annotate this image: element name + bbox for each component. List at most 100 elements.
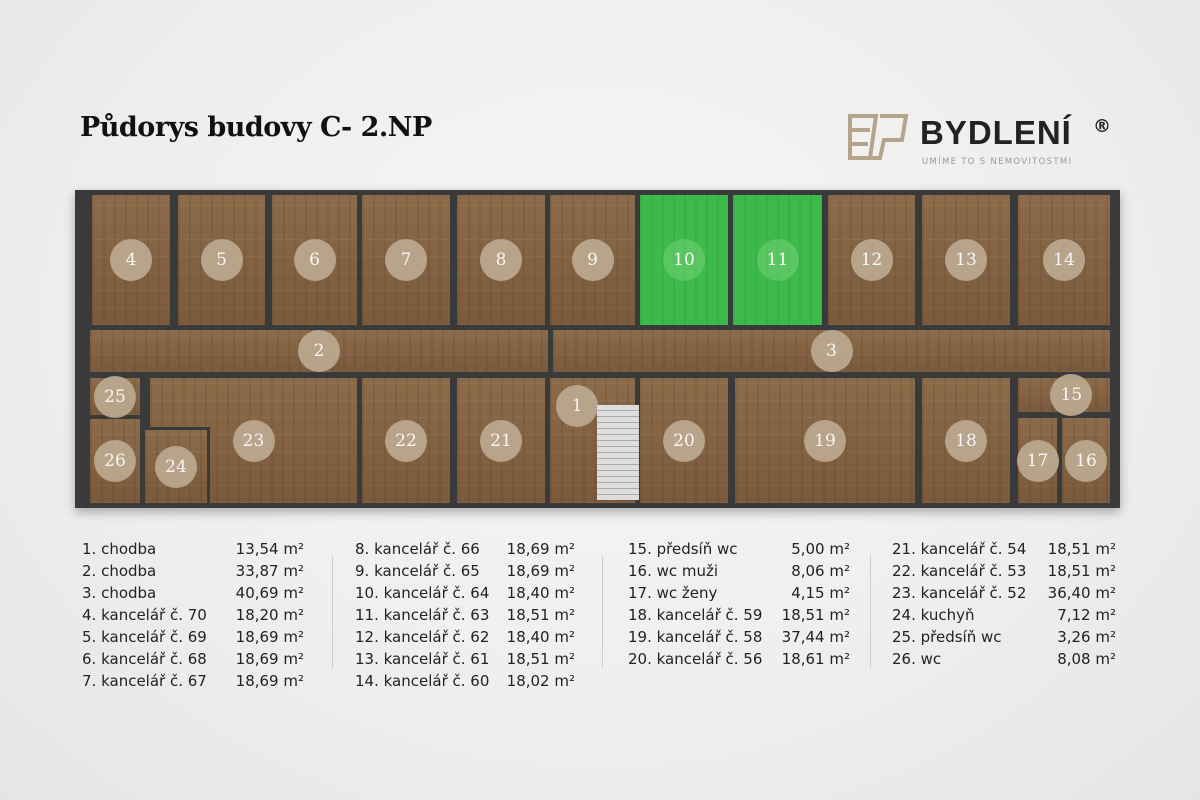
room-16[interactable]: 16 (1062, 418, 1110, 503)
room-label: 10 (663, 239, 705, 281)
room-10-highlighted[interactable]: 10 (640, 195, 728, 325)
legend-item: 13. kancelář č. 61 18,51 m² (355, 648, 575, 670)
room-name: 17. wc ženy (628, 584, 718, 602)
room-14[interactable]: 14 (1018, 195, 1110, 325)
room-area: 4,15 m² (791, 584, 850, 602)
room-2-corridor[interactable]: 2 (90, 330, 548, 372)
room-area: 7,12 m² (1057, 606, 1116, 624)
legend-item: 19. kancelář č. 58 37,44 m² (628, 626, 850, 648)
room-17[interactable]: 17 (1016, 418, 1059, 503)
room-name: 25. předsíň wc (892, 628, 1002, 646)
room-area: 18,51 m² (506, 650, 575, 668)
room-name: 2. chodba (82, 562, 157, 580)
legend-item: 2. chodba 33,87 m² (82, 560, 304, 582)
room-name: 23. kancelář č. 52 (892, 584, 1027, 602)
room-7[interactable]: 7 (362, 195, 450, 325)
room-26[interactable]: 26 (90, 419, 140, 503)
room-name: 13. kancelář č. 61 (355, 650, 490, 668)
room-area: 18,40 m² (506, 584, 575, 602)
room-21[interactable]: 21 (457, 378, 545, 503)
legend-divider (870, 556, 871, 668)
room-name: 19. kancelář č. 58 (628, 628, 763, 646)
room-area: 18,51 m² (781, 606, 850, 624)
room-6[interactable]: 6 (272, 195, 357, 325)
room-area: 18,69 m² (235, 650, 304, 668)
room-3-corridor[interactable]: 3 (553, 330, 1110, 372)
room-9[interactable]: 9 (550, 195, 635, 325)
room-label: 17 (1016, 439, 1059, 482)
room-area: 13,54 m² (235, 540, 304, 558)
room-name: 20. kancelář č. 56 (628, 650, 763, 668)
room-label: 4 (110, 239, 152, 281)
room-label: 16 (1065, 439, 1107, 482)
legend-item: 4. kancelář č. 70 18,20 m² (82, 604, 304, 626)
room-label: 11 (756, 239, 799, 281)
room-13[interactable]: 13 (922, 195, 1010, 325)
legend-item: 9. kancelář č. 65 18,69 m² (355, 560, 575, 582)
legend-item: 17. wc ženy 4,15 m² (628, 582, 850, 604)
room-area: 18,69 m² (235, 672, 304, 690)
room-20[interactable]: 20 (640, 378, 728, 503)
room-area: 18,40 m² (506, 628, 575, 646)
room-name: 1. chodba (82, 540, 157, 558)
room-label: 8 (480, 239, 522, 281)
room-name: 8. kancelář č. 66 (355, 540, 480, 558)
floor-plan: 4 5 6 7 8 9 10 11 12 13 14 2 3 25 26 23 … (75, 190, 1120, 508)
room-area: 18,02 m² (506, 672, 575, 690)
legend-item: 20. kancelář č. 56 18,61 m² (628, 648, 850, 670)
legend-item: 21. kancelář č. 54 18,51 m² (892, 538, 1116, 560)
legend-item: 24. kuchyň 7,12 m² (892, 604, 1116, 626)
room-area: 33,87 m² (235, 562, 304, 580)
room-area: 18,51 m² (1047, 540, 1116, 558)
room-name: 15. předsíň wc (628, 540, 738, 558)
room-area: 18,69 m² (506, 540, 575, 558)
legend-column-2: 8. kancelář č. 66 18,69 m² 9. kancelář č. … (355, 538, 575, 692)
room-15[interactable]: 15 (1018, 374, 1110, 416)
page-title: Půdorys budovy C- 2.NP (80, 112, 432, 143)
legend-item: 11. kancelář č. 63 18,51 m² (355, 604, 575, 626)
room-19[interactable]: 19 (735, 378, 915, 503)
room-label: 2 (298, 330, 340, 372)
room-area: 18,51 m² (1047, 562, 1116, 580)
logo-tagline: UMÍME TO S NEMOVITOSTMI (922, 157, 1073, 167)
legend-item: 3. chodba 40,69 m² (82, 582, 304, 604)
room-area: 18,51 m² (506, 606, 575, 624)
legend-item: 8. kancelář č. 66 18,69 m² (355, 538, 575, 560)
room-name: 16. wc muži (628, 562, 719, 580)
legend-item: 6. kancelář č. 68 18,69 m² (82, 648, 304, 670)
room-5[interactable]: 5 (178, 195, 265, 325)
room-11-highlighted[interactable]: 11 (733, 195, 822, 325)
legend-item: 1. chodba 13,54 m² (82, 538, 304, 560)
room-label: 25 (94, 375, 136, 418)
room-4[interactable]: 4 (92, 195, 170, 325)
room-8[interactable]: 8 (457, 195, 545, 325)
room-name: 10. kancelář č. 64 (355, 584, 490, 602)
room-22[interactable]: 22 (362, 378, 450, 503)
room-25[interactable]: 25 (90, 375, 140, 418)
room-name: 6. kancelář č. 68 (82, 650, 207, 668)
room-area: 40,69 m² (235, 584, 304, 602)
room-area: 18,69 m² (235, 628, 304, 646)
legend-item: 26. wc 8,08 m² (892, 648, 1116, 670)
room-name: 9. kancelář č. 65 (355, 562, 480, 580)
room-name: 4. kancelář č. 70 (82, 606, 207, 624)
logo: BYDLENÍ ® UMÍME TO S NEMOVITOSTMI (846, 112, 1126, 172)
room-label: 22 (385, 419, 427, 462)
room-name: 14. kancelář č. 60 (355, 672, 490, 690)
room-name: 5. kancelář č. 69 (82, 628, 207, 646)
room-18[interactable]: 18 (922, 378, 1010, 503)
room-label: 14 (1043, 239, 1085, 281)
room-name: 21. kancelář č. 54 (892, 540, 1027, 558)
room-24[interactable]: 24 (142, 427, 210, 506)
legend-item: 12. kancelář č. 62 18,40 m² (355, 626, 575, 648)
room-label: 18 (945, 419, 987, 462)
room-label: 1 (556, 384, 599, 427)
legend-column-4: 21. kancelář č. 54 18,51 m² 22. kancelář č… (892, 538, 1116, 670)
legend-item: 10. kancelář č. 64 18,40 m² (355, 582, 575, 604)
room-area: 3,26 m² (1057, 628, 1116, 646)
room-12[interactable]: 12 (828, 195, 915, 325)
room-name: 7. kancelář č. 67 (82, 672, 207, 690)
room-area: 8,06 m² (791, 562, 850, 580)
room-label: 24 (155, 445, 197, 488)
room-name: 12. kancelář č. 62 (355, 628, 490, 646)
